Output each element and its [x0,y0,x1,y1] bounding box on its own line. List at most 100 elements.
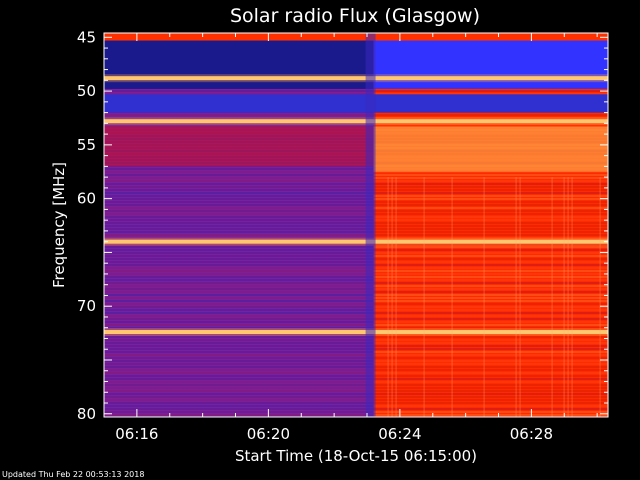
stripe-flare [373,369,608,371]
stripe-pre [104,321,374,323]
stripe-flare [373,273,608,275]
stripe-pre [104,180,374,182]
stripe-pre [104,246,374,248]
stripe-pre [104,303,374,305]
bright-flare-zone [373,126,608,172]
x-tick-label: 06:28 [510,425,553,443]
stripe-flare [373,258,608,260]
stripe-pre [104,381,374,383]
stripe-flare [373,384,608,386]
stripe-flare [373,261,608,263]
bright-band [104,239,608,244]
stripe-pre [104,117,374,119]
stripe-flare [373,246,608,248]
stripe-flare [373,381,608,383]
bright-band [104,119,608,124]
stripe-pre [104,318,374,320]
stripe-pre [104,261,374,263]
stripe-pre [104,408,374,410]
stripe-pre [104,213,374,215]
chart-title: Solar radio Flux (Glasgow) [230,5,480,27]
flare-streak [563,177,565,417]
bright-band [104,76,608,81]
dark-band-pre [104,40,374,89]
stripe-flare [373,291,608,293]
stripe-pre [104,285,374,287]
stripe-flare [373,216,608,218]
y-tick-label: 50 [77,82,96,100]
stripe-pre [104,366,374,368]
stripe-pre [104,297,374,299]
stripe-flare [373,204,608,206]
stripe-pre [104,282,374,284]
stripe-flare [373,174,608,176]
stripe-pre [104,90,374,92]
stripe-pre [104,243,374,245]
stripe-pre [104,357,374,359]
stripe-flare [373,231,608,233]
stripe-flare [373,207,608,209]
stripe-flare [373,225,608,227]
stripe-pre [104,390,374,392]
stripe-pre [104,195,374,197]
stripe-pre [104,249,374,251]
stripe-flare [373,348,608,350]
stripe-pre [104,294,374,296]
bright-band-glow [104,117,608,126]
stripe-flare [373,378,608,380]
y-axis: 45 50 55 60 70 80 [77,28,608,423]
stripe-pre [104,324,374,326]
x-tick-label: 06:20 [247,425,290,443]
stripe-pre [104,360,374,362]
stripe-flare [373,171,608,173]
stripe-pre [104,273,374,275]
stripe-flare [373,288,608,290]
stripe-flare [373,360,608,362]
stripe-pre [104,216,374,218]
stripe-pre [104,252,374,254]
dark-band-flare [373,40,608,89]
stripe-pre [104,204,374,206]
stripe-flare [373,243,608,245]
bright-band-glow [104,74,608,83]
stripe-pre [104,168,374,170]
stripe-pre [104,414,374,416]
stripe-pre [104,225,374,227]
stripe-pre [104,393,374,395]
stripe-pre [104,336,374,338]
stripe-flare [373,372,608,374]
stripe-flare [373,183,608,185]
stripe-flare [373,309,608,311]
stripe-flare [373,414,608,416]
stripe-flare [373,186,608,188]
stripe-pre [104,177,374,179]
stripe-flare [373,390,608,392]
stripe-pre [104,279,374,281]
stripe-pre [104,228,374,230]
flare-streak [599,177,601,417]
flare-streak [519,177,521,417]
stripe-pre [104,372,374,374]
stripe-flare [373,396,608,398]
stripe-pre [104,291,374,293]
stripe-pre [104,411,374,413]
stripe-pre [104,369,374,371]
stripe-flare [373,228,608,230]
stripe-pre [104,384,374,386]
stripe-flare [373,213,608,215]
stripe-flare [373,177,608,179]
stripe-pre [104,399,374,401]
stripe-flare [373,393,608,395]
y-tick-label: 45 [77,28,96,46]
stripe-flare [373,324,608,326]
stripe-pre [104,93,374,95]
flare-streak [451,177,453,417]
stripe-flare [373,252,608,254]
stripe-flare [373,270,608,272]
x-axis-label: Start Time (18-Oct-15 06:15:00) [235,447,477,465]
stripe-flare [373,387,608,389]
stripe-flare [373,192,608,194]
flare-streak [391,177,393,417]
stripe-flare [373,300,608,302]
